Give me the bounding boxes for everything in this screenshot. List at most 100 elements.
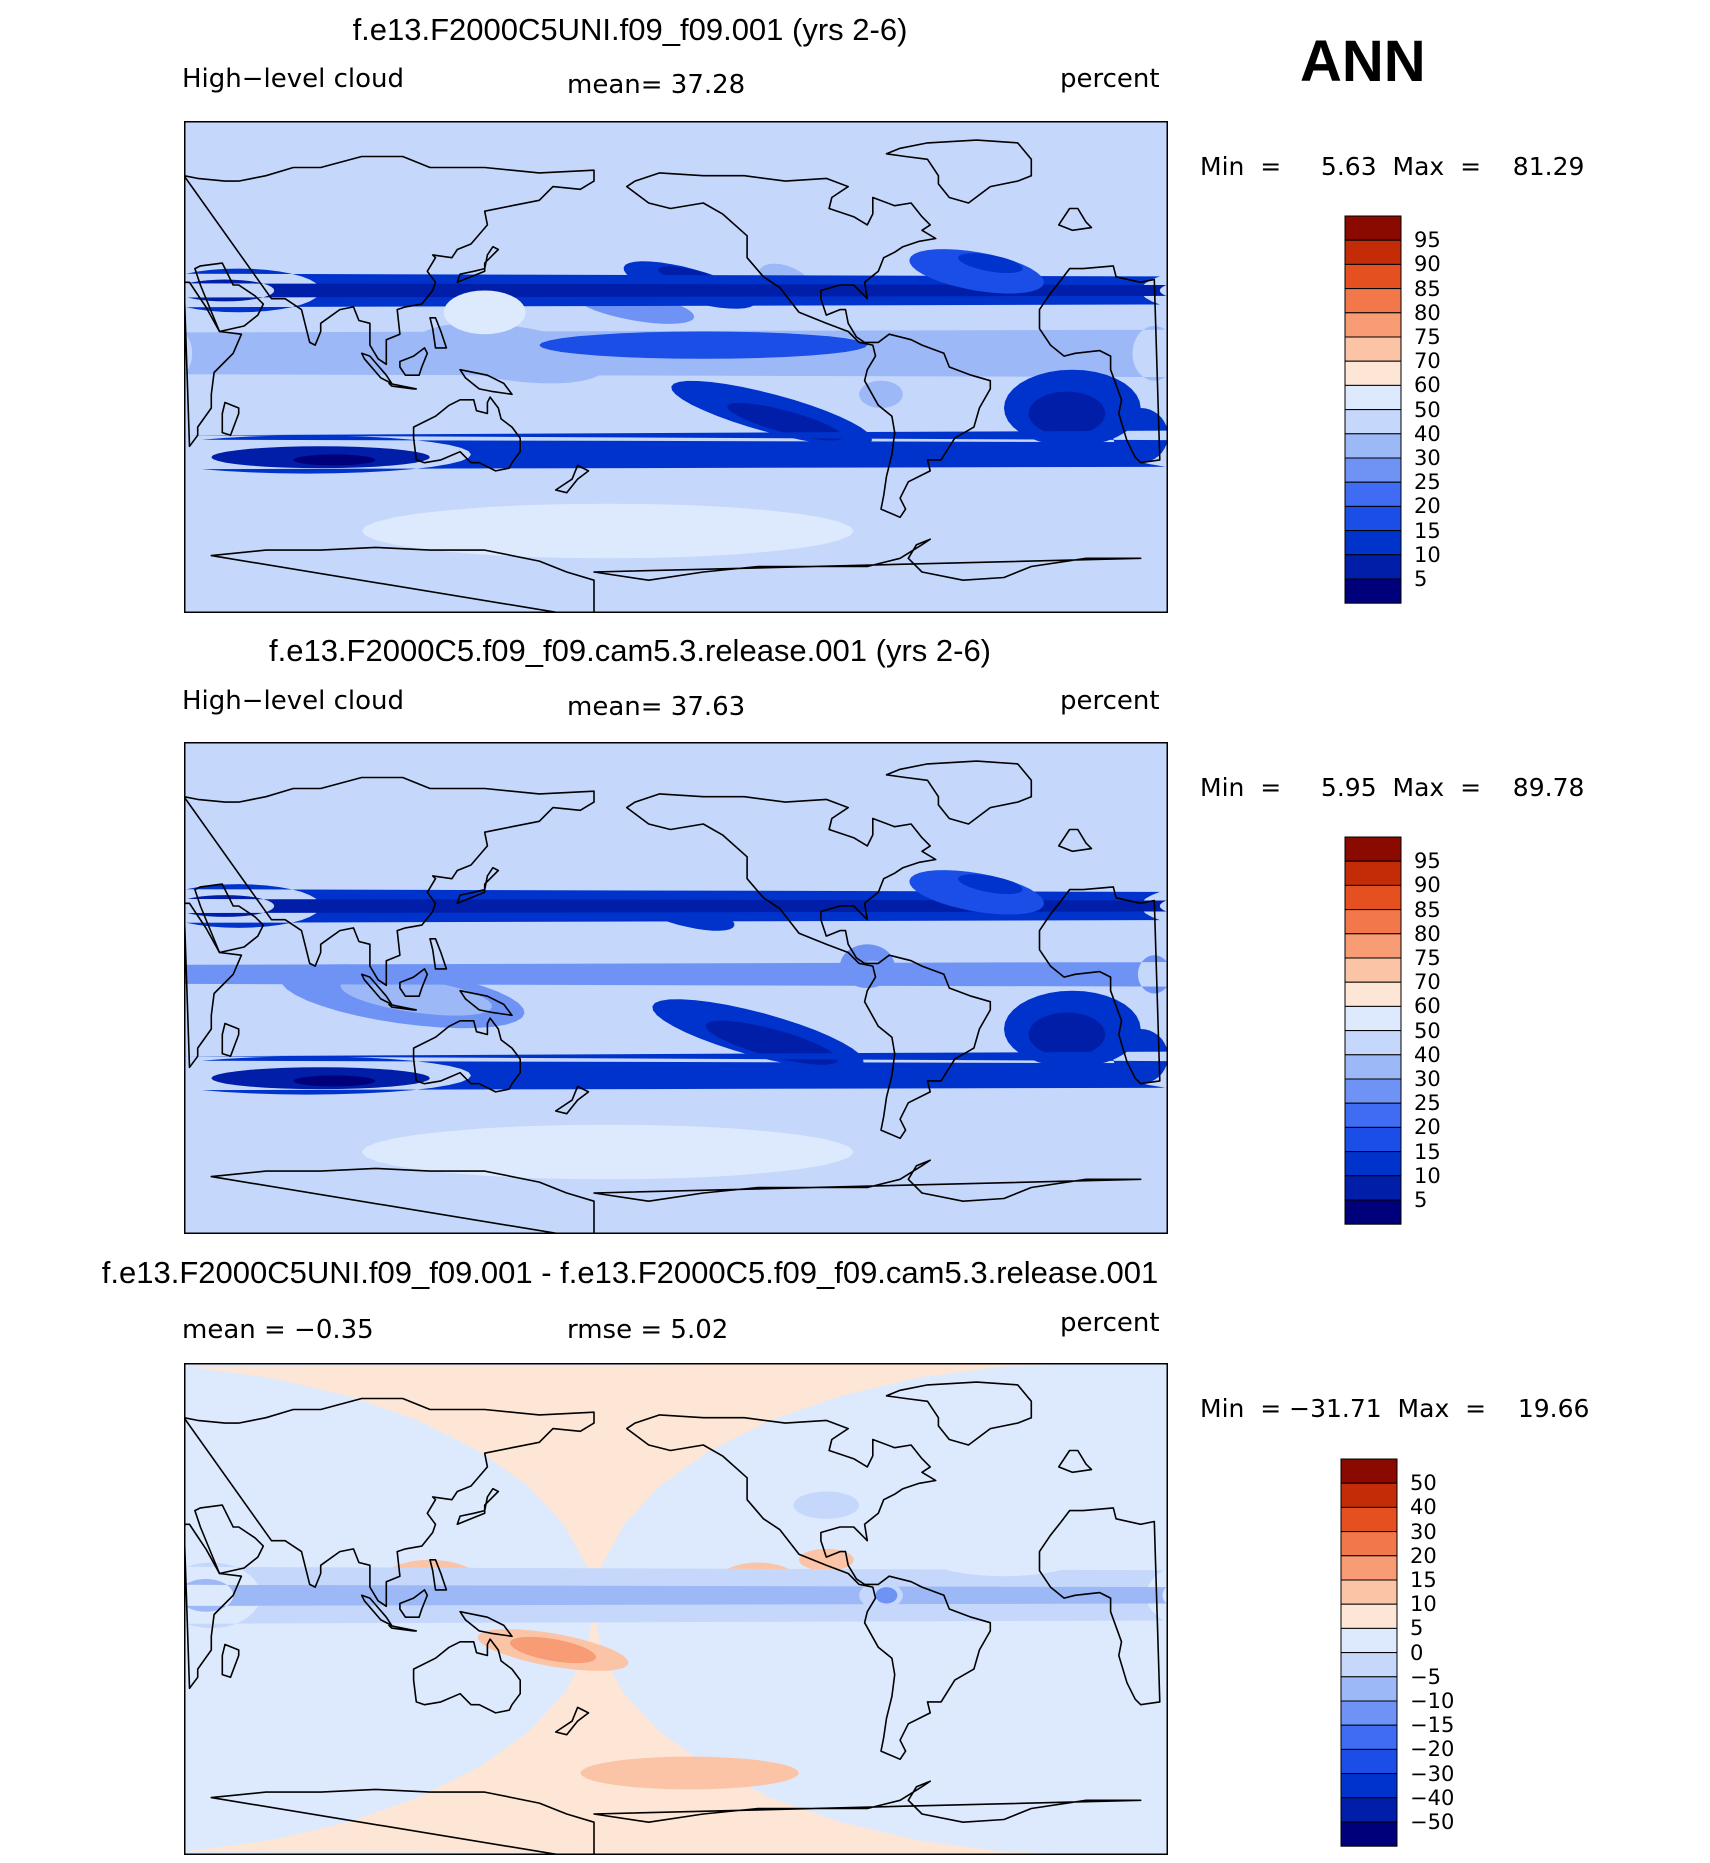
colorbar-box <box>1344 957 1402 983</box>
coastline <box>194 1504 265 1575</box>
colorbar-box <box>1344 288 1402 314</box>
colorbar-box <box>1344 505 1402 532</box>
colorbar-label: 60 <box>1414 994 1441 1019</box>
panel-1-variable-label: High−level cloud <box>182 64 405 94</box>
panel-1-min-max: Min = 5.63 Max = 81.29 <box>1200 152 1585 181</box>
contour-region <box>187 1363 1086 1855</box>
panel-1-title: f.e13.F2000C5UNI.f09_f09.001 (yrs 2-6) <box>352 12 908 47</box>
contour-region <box>443 290 526 335</box>
coastline <box>194 262 265 333</box>
colorbar-label: 20 <box>1414 1115 1441 1140</box>
panel-3-rmse-label: rmse = 5.02 <box>567 1315 729 1345</box>
contour-region <box>201 435 1166 474</box>
coastline <box>429 317 448 349</box>
contour-region <box>1028 1012 1106 1057</box>
panel-3-units-label: percent <box>1060 1308 1160 1338</box>
coastline <box>885 139 1033 204</box>
colorbar-box <box>1344 433 1402 459</box>
colorbar-label: −5 <box>1410 1664 1441 1689</box>
coastline <box>194 883 265 954</box>
colorbar-label: 20 <box>1410 1543 1437 1568</box>
coastline <box>885 760 1033 825</box>
colorbar-label: 25 <box>1414 470 1441 495</box>
panel-3-map <box>184 1363 1168 1855</box>
panel-3-mean-label: mean = −0.35 <box>182 1315 374 1345</box>
colorbar-box <box>1340 1652 1398 1678</box>
contour-region <box>539 331 868 359</box>
contour-region <box>361 1124 854 1180</box>
coastline <box>412 1638 521 1714</box>
colorbar-box <box>1344 909 1402 935</box>
contour-region <box>293 1075 376 1087</box>
colorbar-box <box>1344 554 1402 580</box>
colorbar-label: 85 <box>1414 276 1441 301</box>
colorbar-box <box>1340 1627 1398 1654</box>
coastline <box>1038 265 1161 464</box>
colorbar-label: 30 <box>1414 1067 1441 1091</box>
colorbar-label: 90 <box>1414 873 1441 898</box>
colorbar-label: 15 <box>1414 1139 1441 1164</box>
contour-region <box>676 796 840 852</box>
coastline <box>459 989 513 1017</box>
panel-2-mean-label: mean= 37.63 <box>567 692 746 722</box>
coastline <box>184 776 595 987</box>
colorbar-label: −50 <box>1410 1810 1455 1834</box>
coastline <box>554 1706 590 1736</box>
contour-region <box>727 402 844 441</box>
contour-region <box>184 1029 1168 1084</box>
colorbar-label: 40 <box>1414 1042 1441 1067</box>
season-label: ANN <box>1300 29 1426 94</box>
coastline <box>388 1624 418 1632</box>
colorbar-label: 30 <box>1410 1519 1437 1544</box>
contour-region <box>875 1587 898 1604</box>
colorbar-box <box>1344 981 1402 1007</box>
coastline <box>626 793 992 1140</box>
coastline <box>399 968 429 997</box>
colorbar-label: 90 <box>1414 252 1441 277</box>
colorbar-label: 40 <box>1414 421 1441 446</box>
colorbar-label: 10 <box>1414 542 1441 567</box>
panel-1-mean-label: mean= 37.28 <box>567 70 746 100</box>
colorbar-box <box>1344 1054 1402 1080</box>
colorbar-box <box>1344 860 1402 886</box>
coastline <box>210 546 595 613</box>
colorbar-label: 85 <box>1414 897 1441 922</box>
coastline <box>184 902 243 1069</box>
panel-1-map <box>184 121 1168 613</box>
colorbar-label: 50 <box>1410 1471 1437 1496</box>
contour-region <box>201 1056 1166 1095</box>
contour-region <box>621 1622 731 1650</box>
coastline <box>210 1788 595 1855</box>
colorbar-box <box>1344 1005 1402 1032</box>
panel-3-title: f.e13.F2000C5UNI.f09_f09.001 - f.e13.F20… <box>101 1255 1159 1290</box>
coastline <box>459 368 513 396</box>
panel-2-min-max: Min = 5.95 Max = 89.78 <box>1200 773 1585 802</box>
colorbar-label: 70 <box>1414 970 1441 995</box>
coastline <box>1057 828 1093 853</box>
contour-region <box>184 955 1167 994</box>
coastline <box>593 538 1142 581</box>
coastline <box>184 155 595 366</box>
colorbar-label: 15 <box>1410 1568 1437 1592</box>
colorbar-label: 50 <box>1414 1018 1441 1043</box>
colorbar-label: 30 <box>1414 446 1441 470</box>
contour-region <box>922 1532 1086 1577</box>
coastline <box>1057 207 1093 232</box>
coastline <box>456 245 500 284</box>
colorbar-box <box>1340 1482 1398 1508</box>
contour-region <box>958 874 1023 894</box>
contour-region <box>184 408 1168 463</box>
colorbar-label: −40 <box>1410 1785 1455 1810</box>
contour-region <box>293 454 376 466</box>
coastline <box>429 1559 448 1591</box>
colorbar-box <box>1340 1506 1398 1533</box>
coastline <box>221 1643 240 1679</box>
contour-region <box>580 1756 799 1790</box>
colorbar-box <box>1344 884 1402 911</box>
colorbar-label: −20 <box>1410 1737 1455 1762</box>
colorbar-box <box>1344 1199 1402 1225</box>
coastline <box>456 1487 500 1526</box>
coastline <box>456 866 500 905</box>
contour-region <box>509 1636 597 1664</box>
contour-region <box>859 380 903 408</box>
